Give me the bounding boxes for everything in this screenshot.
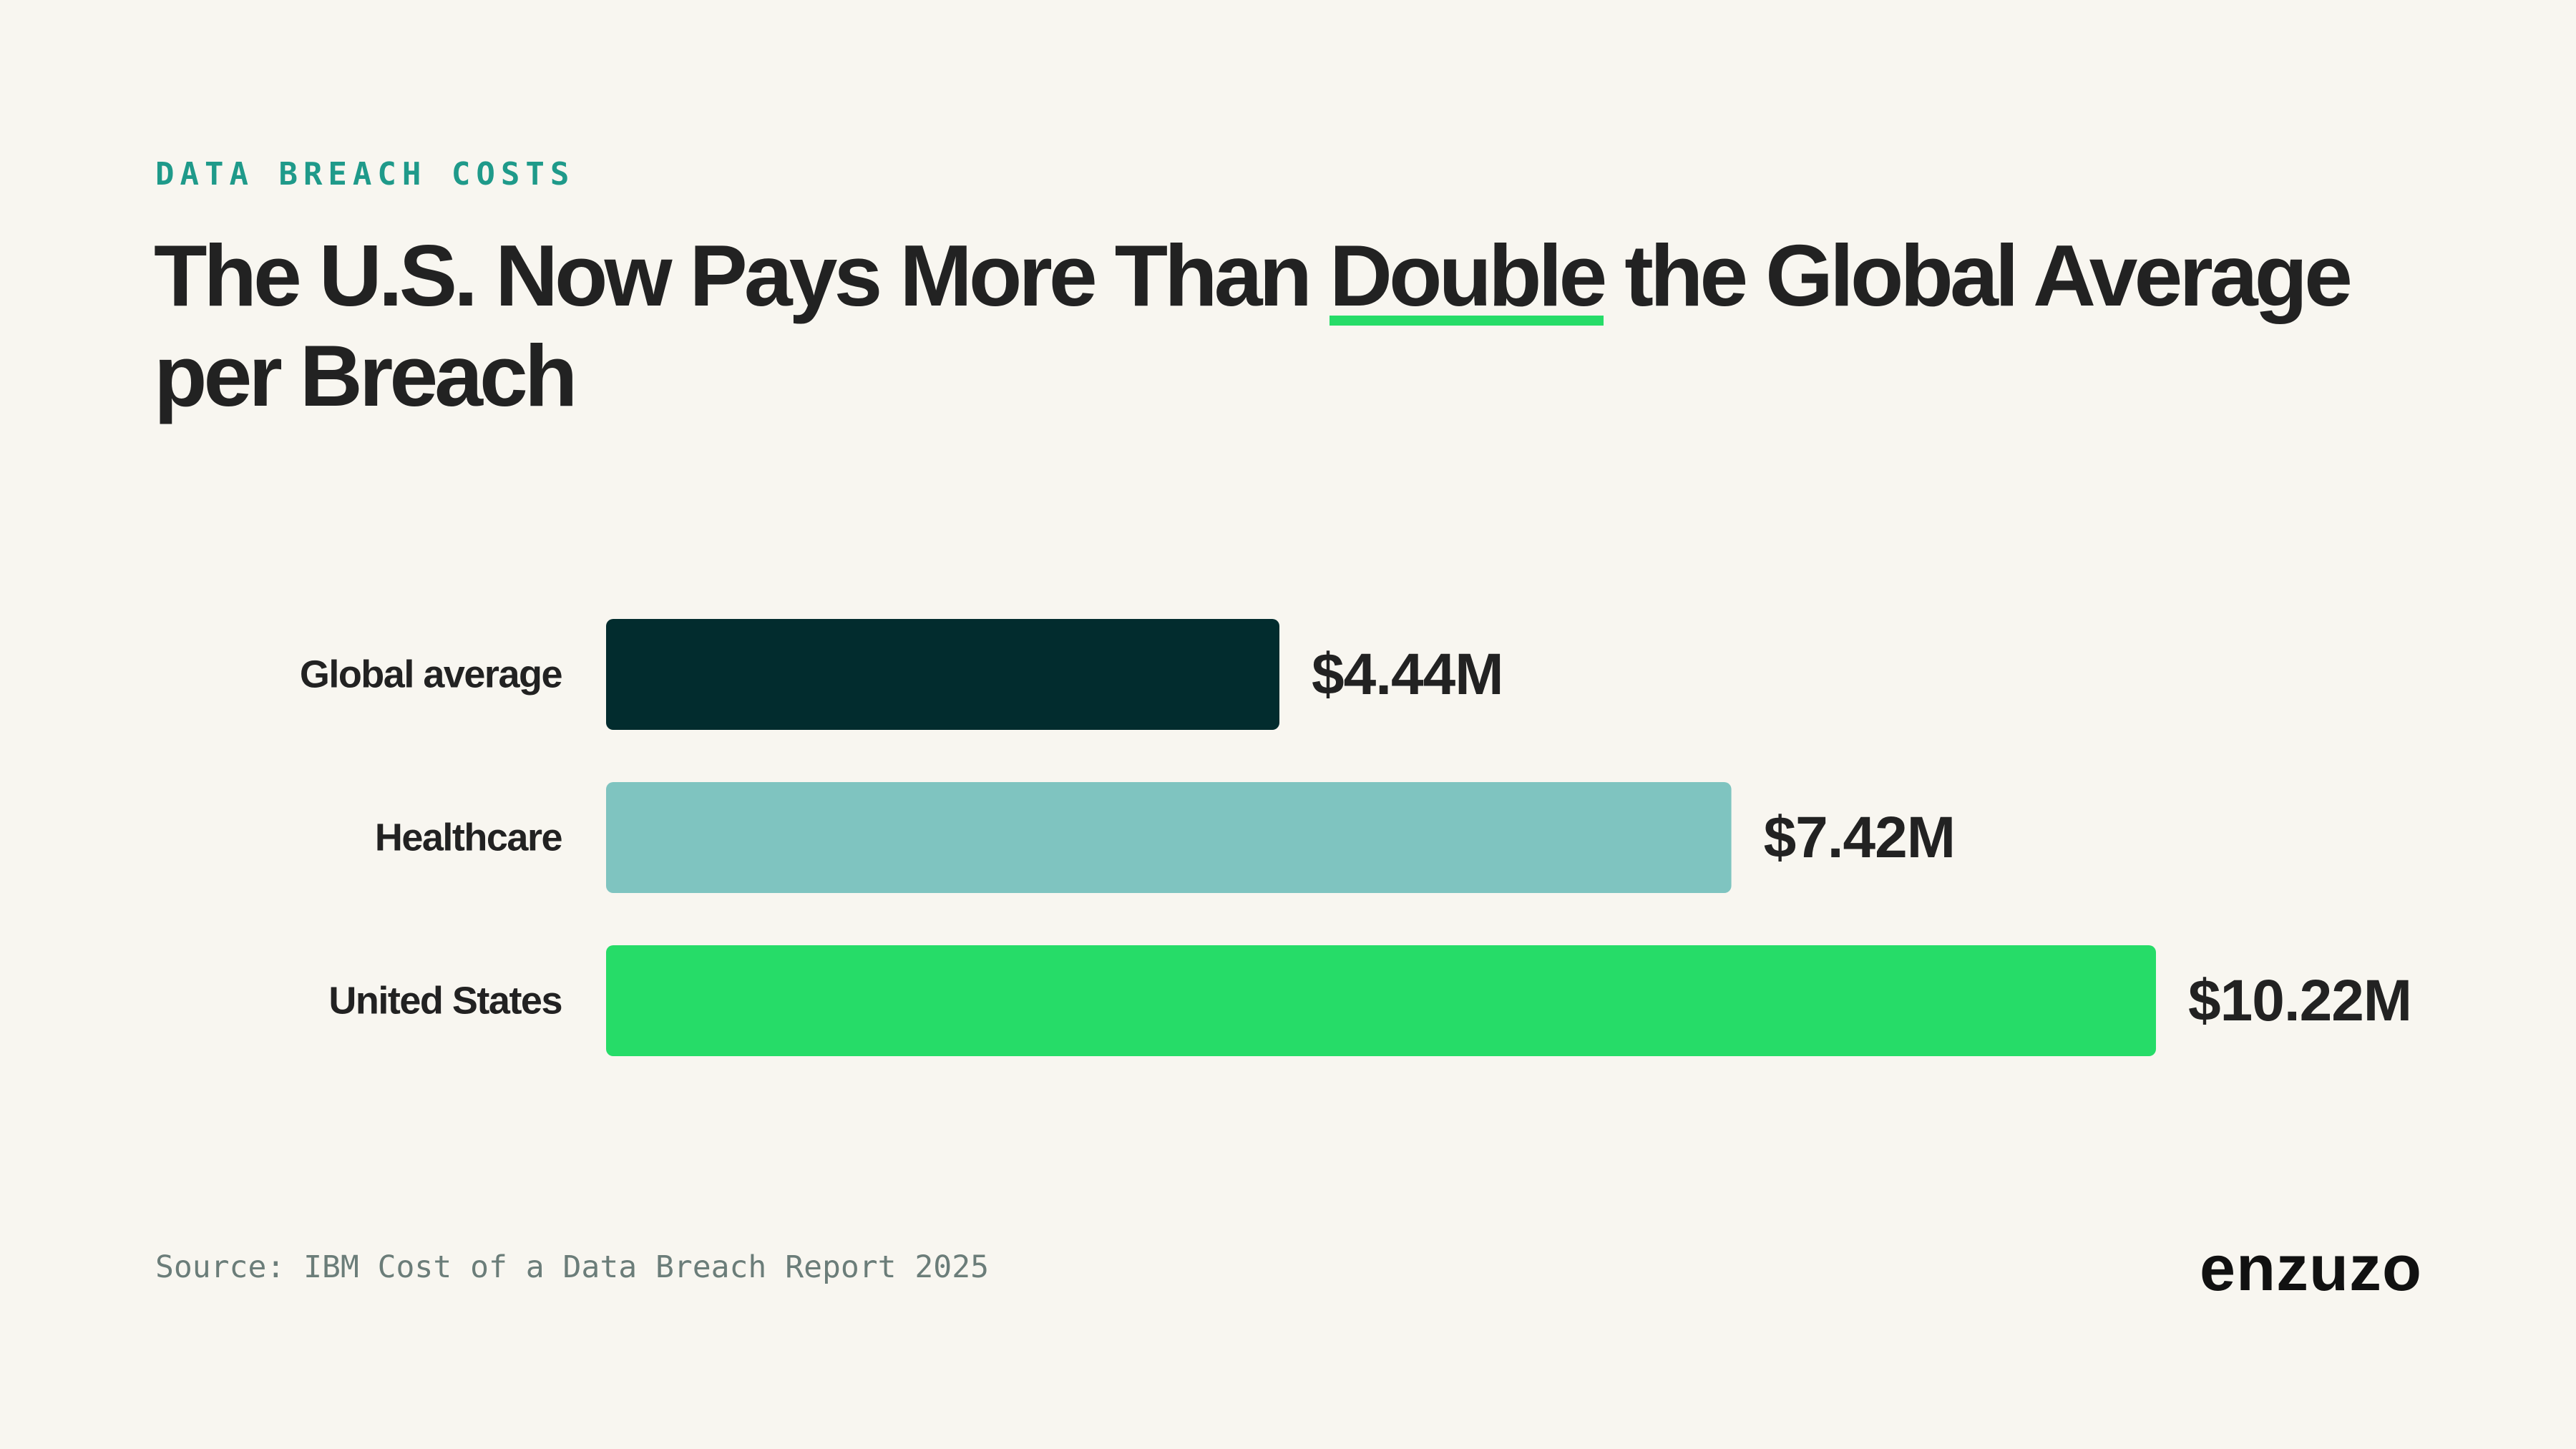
title-highlight-word: Double — [1329, 227, 1607, 326]
value-label: $10.22M — [2188, 968, 2411, 1033]
value-label: $4.44M — [1312, 642, 1503, 707]
value-label: $7.42M — [1764, 805, 1956, 870]
title-text-after: the Global Average per Breach — [154, 227, 2353, 424]
bar — [606, 782, 1732, 893]
category-label: Healthcare — [375, 816, 562, 859]
source-note: Source: IBM Cost of a Data Breach Report… — [155, 1249, 989, 1285]
bar — [606, 619, 1280, 730]
enzuzo-logo: enzuzo — [2200, 1233, 2422, 1304]
category-label: Global average — [300, 653, 562, 696]
title-text-before: The U.S. Now Pays More Than — [154, 227, 1330, 324]
category-label: United States — [328, 980, 562, 1023]
chart-title: The U.S. Now Pays More Than Double the G… — [154, 225, 2444, 426]
bar — [606, 945, 2156, 1056]
eyebrow-label: DATA BREACH COSTS — [155, 156, 575, 192]
